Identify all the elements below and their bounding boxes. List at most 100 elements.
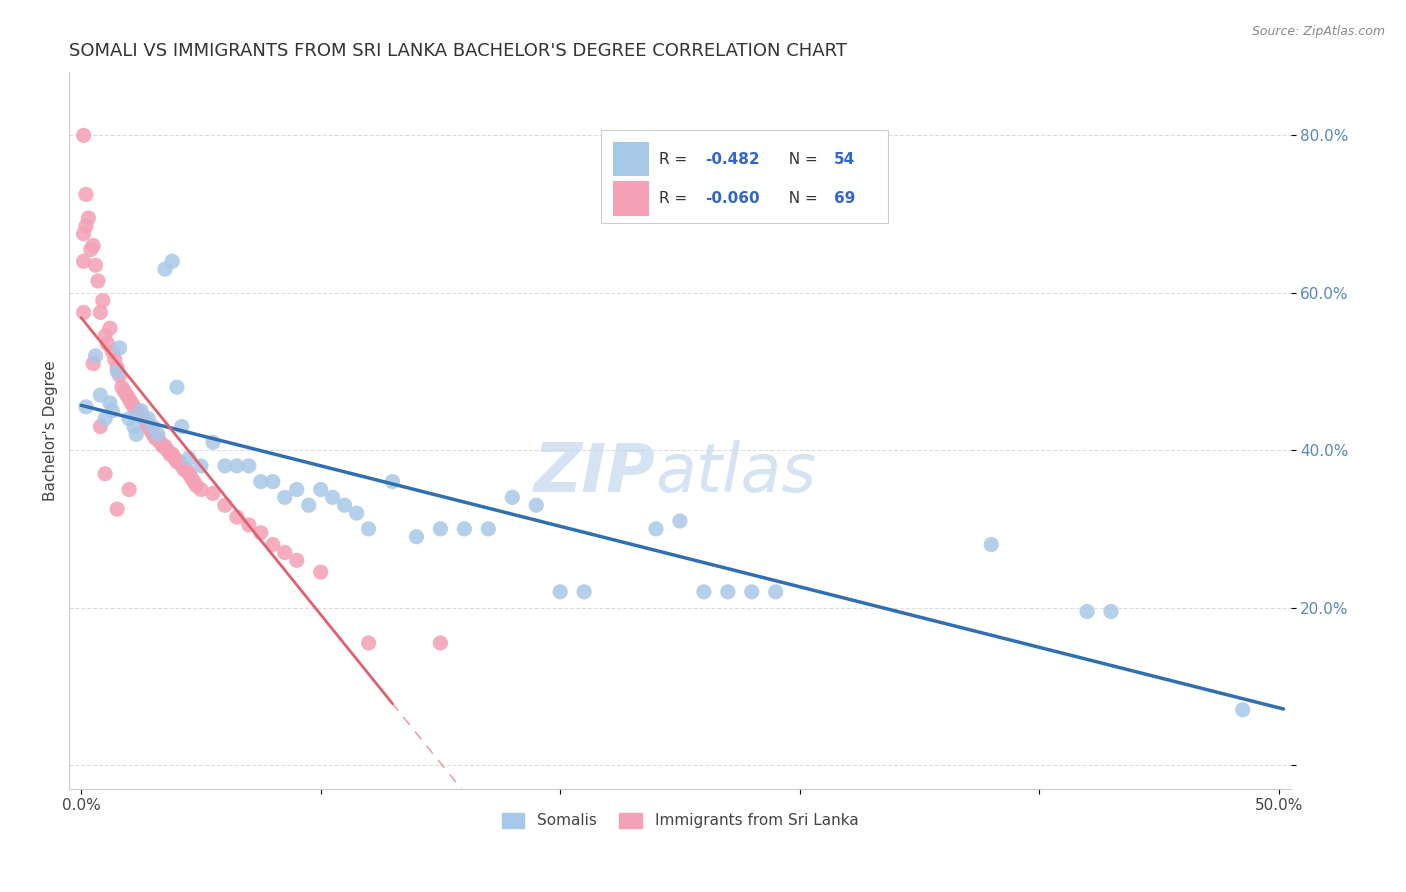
Y-axis label: Bachelor's Degree: Bachelor's Degree xyxy=(44,360,58,500)
Point xyxy=(214,498,236,512)
Point xyxy=(72,227,94,241)
Point xyxy=(132,411,155,425)
Point xyxy=(105,360,128,375)
Point xyxy=(429,636,451,650)
Point xyxy=(180,471,202,485)
Point xyxy=(741,584,763,599)
Point xyxy=(108,341,131,355)
Point xyxy=(170,419,193,434)
Point xyxy=(190,458,212,473)
Point xyxy=(91,293,114,308)
Text: R =: R = xyxy=(659,191,692,206)
Text: R =: R = xyxy=(659,152,692,167)
Point xyxy=(159,447,181,461)
Point xyxy=(89,305,111,319)
Point xyxy=(94,467,117,481)
Point xyxy=(238,458,260,473)
Point xyxy=(381,475,404,489)
Point xyxy=(177,450,200,465)
Point xyxy=(142,427,165,442)
Point xyxy=(135,416,157,430)
Point xyxy=(80,243,103,257)
Point xyxy=(112,384,135,398)
Point xyxy=(105,364,128,378)
Point xyxy=(96,337,118,351)
Point xyxy=(693,584,716,599)
Point xyxy=(98,396,121,410)
Text: 69: 69 xyxy=(834,191,855,206)
Point xyxy=(125,404,148,418)
Point xyxy=(89,419,111,434)
Text: -0.482: -0.482 xyxy=(706,152,761,167)
Point xyxy=(77,211,100,225)
Text: N =: N = xyxy=(779,152,823,167)
Point xyxy=(72,128,94,143)
Point xyxy=(160,447,183,461)
Point xyxy=(72,305,94,319)
Point xyxy=(333,498,356,512)
Point xyxy=(357,522,380,536)
Point xyxy=(94,411,117,425)
Point xyxy=(122,400,145,414)
Point xyxy=(118,392,141,406)
Point xyxy=(122,419,145,434)
Point xyxy=(82,238,104,252)
Point xyxy=(250,475,273,489)
Point xyxy=(75,400,97,414)
Point xyxy=(169,455,191,469)
Point xyxy=(166,455,188,469)
Point xyxy=(142,419,165,434)
Point xyxy=(129,408,152,422)
Point xyxy=(405,530,427,544)
Point xyxy=(250,525,273,540)
Point xyxy=(89,388,111,402)
Point xyxy=(645,522,668,536)
Point xyxy=(322,491,344,505)
Point xyxy=(75,187,97,202)
Point xyxy=(156,443,179,458)
Text: 54: 54 xyxy=(834,152,855,167)
Point xyxy=(346,506,368,520)
Point xyxy=(153,439,176,453)
Point xyxy=(225,510,247,524)
Text: ZIP: ZIP xyxy=(534,441,655,507)
Text: -0.060: -0.060 xyxy=(706,191,761,206)
Text: SOMALI VS IMMIGRANTS FROM SRI LANKA BACHELOR'S DEGREE CORRELATION CHART: SOMALI VS IMMIGRANTS FROM SRI LANKA BACH… xyxy=(69,42,848,60)
Point xyxy=(501,491,523,505)
Point xyxy=(453,522,475,536)
Point xyxy=(190,483,212,497)
FancyBboxPatch shape xyxy=(600,129,887,223)
Point xyxy=(201,486,224,500)
Point xyxy=(160,254,183,268)
Point xyxy=(298,498,321,512)
Point xyxy=(101,344,124,359)
Point xyxy=(121,396,143,410)
Point xyxy=(548,584,571,599)
Point xyxy=(238,517,260,532)
Point xyxy=(125,427,148,442)
Point xyxy=(524,498,547,512)
Point xyxy=(75,219,97,233)
Point xyxy=(173,463,195,477)
Point xyxy=(177,467,200,481)
Point xyxy=(429,522,451,536)
Point xyxy=(669,514,692,528)
Point xyxy=(183,475,205,489)
Point xyxy=(101,404,124,418)
Point xyxy=(139,424,162,438)
Point xyxy=(1076,605,1098,619)
Text: atlas: atlas xyxy=(655,441,817,507)
Text: N =: N = xyxy=(779,191,823,206)
FancyBboxPatch shape xyxy=(613,142,650,177)
Point xyxy=(105,502,128,516)
Point xyxy=(262,475,284,489)
Point xyxy=(84,349,107,363)
Point xyxy=(98,321,121,335)
Point xyxy=(108,368,131,383)
Point xyxy=(1232,703,1254,717)
Point xyxy=(153,262,176,277)
Point xyxy=(146,427,169,442)
Legend: Somalis, Immigrants from Sri Lanka: Somalis, Immigrants from Sri Lanka xyxy=(495,807,865,835)
Point xyxy=(72,254,94,268)
Text: Source: ZipAtlas.com: Source: ZipAtlas.com xyxy=(1251,25,1385,38)
